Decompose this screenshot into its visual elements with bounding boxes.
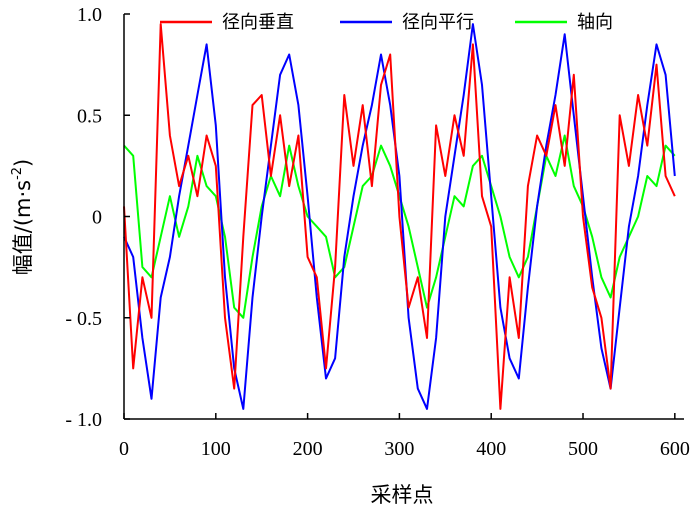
legend-label: 径向平行 bbox=[402, 12, 474, 33]
y-axis-title-main: 幅值 bbox=[11, 233, 35, 275]
y-axis-title-unit: /(m·s bbox=[11, 180, 35, 233]
x-axis-title: 采样点 bbox=[371, 483, 434, 507]
y-axis-title: 幅值/(m·s-2) bbox=[10, 159, 35, 276]
x-tick-label: 300 bbox=[384, 438, 414, 460]
x-tick-label: 500 bbox=[568, 438, 598, 460]
y-tick-label: 0.5 bbox=[77, 105, 102, 127]
legend-label: 径向垂直 bbox=[222, 12, 294, 33]
x-ticks: 0 100 200 300 400 500 600 bbox=[119, 413, 690, 460]
x-tick-label: 100 bbox=[201, 438, 231, 460]
y-axis-title-exponent: -2 bbox=[10, 167, 25, 180]
series-line bbox=[123, 23, 676, 410]
x-tick-label: 0 bbox=[119, 438, 129, 460]
y-axis-title-close: ) bbox=[11, 159, 35, 167]
series-layer bbox=[123, 23, 676, 410]
legend-item: 径向平行 bbox=[340, 12, 474, 33]
series-line bbox=[123, 23, 676, 410]
y-tick-label: 1.0 bbox=[77, 4, 102, 26]
legend: 径向垂直 径向平行 轴向 bbox=[160, 12, 613, 33]
legend-item: 径向垂直 bbox=[160, 12, 294, 33]
axes-layer bbox=[123, 14, 684, 420]
y-tick-label: - 1.0 bbox=[65, 409, 102, 431]
y-tick-label: 0 bbox=[92, 207, 102, 229]
legend-item: 轴向 bbox=[515, 12, 613, 33]
y-tick-label: - 0.5 bbox=[65, 308, 102, 330]
x-tick-label: 200 bbox=[293, 438, 323, 460]
x-tick-label: 600 bbox=[660, 438, 690, 460]
legend-label: 轴向 bbox=[577, 12, 613, 33]
x-tick-label: 400 bbox=[476, 438, 506, 460]
y-ticks: 1.0 0.5 0 - 0.5 - 1.0 bbox=[65, 4, 130, 431]
